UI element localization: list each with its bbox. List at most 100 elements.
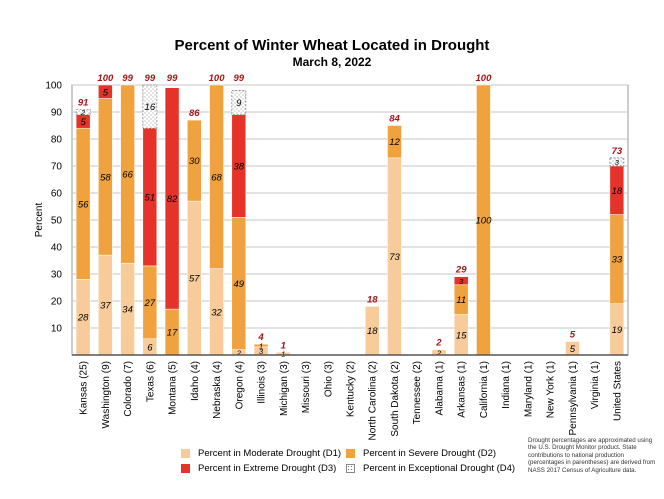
total-label: 5 bbox=[570, 330, 576, 341]
x-tick-label: Kansas (25) bbox=[79, 361, 90, 415]
y-axis-label: Percent bbox=[34, 203, 45, 238]
legend-label-d4: Percent in Exceptional Drought (D4) bbox=[363, 463, 516, 474]
total-label: 73 bbox=[612, 146, 623, 157]
legend-item-d2: Percent in Severe Drought (D2) bbox=[346, 448, 496, 459]
x-tick-label: Illinois (3) bbox=[257, 361, 268, 404]
segment-label: 57 bbox=[189, 274, 200, 285]
y-tick-label: 90 bbox=[51, 108, 63, 119]
segment-label: 6 bbox=[147, 342, 153, 353]
segment-label: 37 bbox=[100, 301, 111, 312]
total-label: 99 bbox=[145, 73, 156, 84]
total-label: 99 bbox=[234, 73, 245, 84]
x-tick-label: Nebraska (4) bbox=[212, 361, 223, 419]
x-tick-label: Washington (9) bbox=[101, 361, 112, 428]
x-tick-label: Pennsylvania (1) bbox=[568, 361, 579, 435]
segment-label: 17 bbox=[167, 328, 178, 339]
segment-label: 11 bbox=[456, 295, 466, 306]
segment-label: 68 bbox=[211, 172, 222, 183]
x-tick-label: Idaho (4) bbox=[190, 361, 201, 401]
segment-label: 2 bbox=[80, 108, 86, 117]
segment-label: 5 bbox=[570, 344, 576, 355]
segment-label: 3 bbox=[259, 347, 264, 356]
segment-label: 18 bbox=[367, 326, 378, 337]
segment-label: 19 bbox=[612, 325, 623, 336]
segment-label: 56 bbox=[78, 199, 89, 210]
x-tick-label: Tennessee (2) bbox=[412, 361, 423, 424]
y-tick-label: 40 bbox=[51, 243, 63, 254]
segment-label: 3 bbox=[459, 277, 464, 286]
segment-label: 9 bbox=[236, 98, 242, 109]
total-label: 2 bbox=[435, 338, 442, 349]
segment-label: 5 bbox=[80, 117, 86, 128]
x-tick-label: Indiana (1) bbox=[501, 361, 512, 409]
bar-segment bbox=[387, 125, 402, 159]
bar-segment bbox=[253, 343, 269, 348]
total-label: 91 bbox=[78, 97, 89, 108]
y-tick-label: 80 bbox=[51, 135, 63, 146]
segment-label: 2 bbox=[436, 348, 442, 357]
segment-label: 1 bbox=[281, 350, 285, 359]
total-label: 100 bbox=[476, 73, 493, 84]
total-label: 84 bbox=[389, 114, 400, 125]
segment-label: 27 bbox=[144, 298, 156, 309]
x-tick-label: South Dakota (2) bbox=[390, 361, 401, 437]
legend-label-d2: Percent in Severe Drought (D2) bbox=[363, 448, 497, 459]
segment-label: 15 bbox=[456, 330, 467, 341]
segment-label: 33 bbox=[612, 255, 623, 266]
segment-label: 51 bbox=[145, 193, 156, 204]
chart-subtitle: March 8, 2022 bbox=[292, 55, 372, 69]
y-tick-label: 30 bbox=[51, 270, 63, 281]
segment-label: 2 bbox=[236, 348, 242, 357]
x-tick-label: Arkansas (1) bbox=[457, 361, 468, 418]
segment-label: 18 bbox=[612, 186, 623, 197]
total-label: 4 bbox=[257, 332, 264, 343]
bar-segment bbox=[231, 90, 247, 116]
x-tick-label: California (1) bbox=[479, 361, 490, 418]
y-tick-label: 50 bbox=[51, 216, 63, 227]
total-label: 86 bbox=[189, 108, 200, 119]
chart-title: Percent of Winter Wheat Located in Droug… bbox=[174, 37, 490, 54]
total-label: 18 bbox=[367, 294, 378, 305]
bar-segment bbox=[120, 84, 135, 264]
x-tick-label: United States bbox=[612, 361, 623, 421]
legend-item-d3: Percent in Extreme Drought (D3) bbox=[181, 463, 336, 474]
legend-swatch-d2 bbox=[346, 449, 355, 458]
segment-label: 34 bbox=[122, 305, 133, 316]
y-tick-label: 10 bbox=[51, 324, 63, 335]
total-label: 1 bbox=[281, 340, 286, 351]
x-tick-label: Maryland (1) bbox=[523, 361, 534, 417]
total-label: 99 bbox=[122, 73, 133, 84]
segment-label: 100 bbox=[476, 216, 493, 227]
x-tick-label: Texas (6) bbox=[145, 361, 156, 402]
x-tick-label: Colorado (7) bbox=[123, 361, 134, 417]
segment-label: 38 bbox=[234, 162, 245, 173]
bar-segment bbox=[609, 157, 625, 167]
segment-label: 58 bbox=[100, 172, 111, 183]
segment-label: 82 bbox=[167, 194, 178, 205]
segment-label: 3 bbox=[615, 158, 620, 167]
legend-item-d1: Percent in Moderate Drought (D1) bbox=[181, 448, 341, 459]
segment-label: 5 bbox=[103, 87, 109, 98]
bar-segment bbox=[142, 84, 158, 129]
x-tick-label: Kentucky (2) bbox=[346, 361, 357, 417]
x-tick-label: North Carolina (2) bbox=[368, 361, 379, 440]
segment-label: 73 bbox=[389, 252, 400, 263]
segment-label: 16 bbox=[145, 102, 156, 113]
x-tick-label: Montana (5) bbox=[168, 361, 179, 415]
x-tick-label: Alabama (1) bbox=[434, 361, 445, 415]
x-tick-label: Oregon (4) bbox=[234, 361, 245, 409]
y-tick-label: 60 bbox=[51, 189, 63, 200]
y-tick-label: 20 bbox=[51, 297, 63, 308]
segment-label: 49 bbox=[234, 279, 245, 290]
bar-segment bbox=[164, 87, 180, 310]
segment-label: 66 bbox=[122, 170, 133, 181]
legend-label-d3: Percent in Extreme Drought (D3) bbox=[198, 463, 337, 474]
legend-label-d1: Percent in Moderate Drought (D1) bbox=[198, 448, 342, 459]
bar-segment bbox=[453, 276, 469, 286]
segment-label: 12 bbox=[389, 137, 400, 148]
segment-label: 32 bbox=[211, 307, 222, 318]
legend-swatch-d4 bbox=[346, 464, 355, 473]
total-label: 100 bbox=[97, 73, 114, 84]
